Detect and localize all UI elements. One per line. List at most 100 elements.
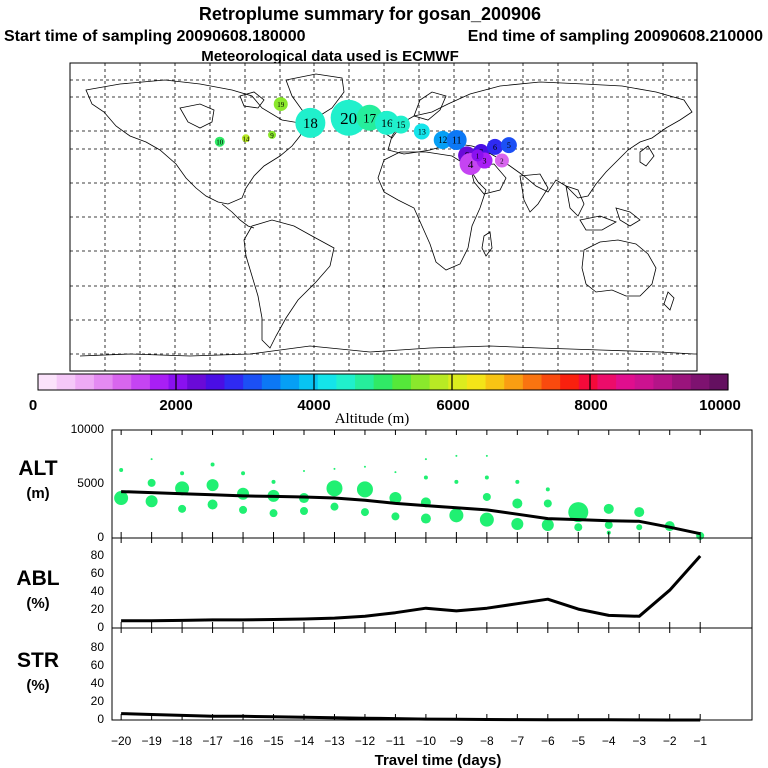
colorbar-tick-6000: 6000 xyxy=(436,397,469,414)
alt-panel: ALT (m) 0 5000 10000 xyxy=(18,422,753,544)
colorbar-cell xyxy=(522,374,543,390)
travel-time-axis: −20 −19 −18 −17 −16 −15 −14 −13 −12 −11 −10 −9 −8 −7 −… xyxy=(111,430,707,748)
map-cluster-9 xyxy=(268,130,277,139)
colorbar-tick-10000: 10000 xyxy=(699,397,741,414)
x-tick-label: −3 xyxy=(632,734,646,748)
colorbar-cell xyxy=(336,374,356,390)
x-tick-label: −5 xyxy=(571,734,585,748)
map-trajectory-clusters: 1918201716151391410121187654321 xyxy=(214,97,517,175)
str-tick-80: 80 xyxy=(91,640,105,654)
map-cluster-6 xyxy=(486,138,503,155)
colorbar-cell xyxy=(448,374,468,390)
x-tick-label: −14 xyxy=(294,734,315,748)
map-cluster-label-3: 3 xyxy=(483,157,487,166)
colorbar-cell xyxy=(131,374,151,390)
abl-tick-0: 0 xyxy=(97,620,104,634)
alt-cluster-point xyxy=(634,507,645,518)
x-tick-label: −19 xyxy=(141,734,162,748)
colorbar-tick-4000: 4000 xyxy=(297,397,330,414)
alt-cluster-point xyxy=(515,479,520,484)
str-tick-40: 40 xyxy=(91,676,105,690)
x-tick-label: −12 xyxy=(355,734,376,748)
colorbar-tick-8000: 8000 xyxy=(574,397,607,414)
world-map: 1918201716151391410121187654321 xyxy=(69,62,698,372)
colorbar-cell xyxy=(224,374,244,390)
colorbar-cell xyxy=(634,374,655,390)
str-tick-20: 20 xyxy=(91,694,105,708)
x-tick-label: −11 xyxy=(386,734,406,748)
map-cluster-15 xyxy=(391,115,410,134)
colorbar-cell xyxy=(653,374,673,390)
colorbar-cell xyxy=(560,374,580,390)
abl-panel: ABL (%) 0 20 40 60 80 xyxy=(16,537,753,634)
map-cluster-label-4: 4 xyxy=(468,159,474,171)
map-cluster-2 xyxy=(494,153,509,168)
alt-tick-5000: 5000 xyxy=(77,476,104,490)
alt-cluster-point xyxy=(303,470,305,473)
alt-panel-label: ALT xyxy=(18,457,57,480)
alt-series-line xyxy=(121,490,701,536)
str-panel: STR (%) 0 20 40 60 80 xyxy=(17,627,753,726)
x-tick-label: −10 xyxy=(416,734,437,748)
alt-cluster-point xyxy=(363,465,366,468)
map-cluster-label-19: 19 xyxy=(277,101,285,109)
map-cluster-19 xyxy=(273,97,288,112)
map-cluster-label-13: 13 xyxy=(418,127,426,136)
colorbar-cell xyxy=(672,374,692,390)
map-cluster-label-18: 18 xyxy=(303,116,318,132)
colorbar-cell xyxy=(616,374,636,390)
alt-cluster-point xyxy=(604,521,613,530)
alt-tick-10000: 10000 xyxy=(71,422,105,436)
map-cluster-label-2: 2 xyxy=(500,158,504,166)
colorbar-cell xyxy=(597,374,617,390)
str-series-line xyxy=(121,712,701,722)
map-cluster-label-9: 9 xyxy=(270,132,274,140)
str-tick-0: 0 xyxy=(97,712,104,726)
map-cluster-label-12: 12 xyxy=(438,135,447,145)
abl-tick-60: 60 xyxy=(91,566,105,580)
x-tick-label: −18 xyxy=(172,734,193,748)
alt-cluster-point xyxy=(207,499,218,510)
colorbar-cell xyxy=(541,374,561,390)
alt-cluster-point xyxy=(545,487,550,492)
alt-cluster-point xyxy=(484,475,489,480)
x-tick-label: −16 xyxy=(233,734,254,748)
alt-cluster-point xyxy=(454,479,459,484)
alt-cluster-point xyxy=(568,502,589,523)
alt-cluster-point xyxy=(543,499,552,508)
alt-cluster-point xyxy=(269,509,278,518)
map-cluster-label-11: 11 xyxy=(452,136,462,147)
alt-cluster-point xyxy=(636,524,643,531)
alt-cluster-point xyxy=(330,502,339,511)
colorbar-frame xyxy=(37,373,729,391)
colorbar-cell xyxy=(261,374,282,390)
colorbar-cell xyxy=(429,374,449,390)
alt-cluster-point xyxy=(391,512,400,521)
colorbar-cell xyxy=(112,374,132,390)
str-panel-unit: (%) xyxy=(26,677,49,694)
map-cluster-16 xyxy=(374,110,399,135)
x-tick-label: −7 xyxy=(510,734,524,748)
colorbar-cell xyxy=(187,374,207,390)
map-cluster-label-14: 14 xyxy=(242,135,250,143)
alt-cluster-point xyxy=(356,481,373,498)
colorbar-tick-2000: 2000 xyxy=(159,397,192,414)
colorbar-cell xyxy=(243,374,263,390)
colorbar-cell xyxy=(410,374,431,390)
colorbar-cell xyxy=(56,374,76,390)
abl-tick-80: 80 xyxy=(91,548,105,562)
alt-cluster-point xyxy=(241,471,246,476)
colorbar-tick-0: 0 xyxy=(29,397,37,414)
colorbar-cell xyxy=(299,374,319,390)
alt-cluster-point xyxy=(420,513,431,524)
met-data-label: Meteorological data used is ECMWF xyxy=(201,48,459,65)
map-cluster-label-10: 10 xyxy=(216,139,224,147)
alt-cluster-point xyxy=(239,505,248,514)
alt-cluster-point xyxy=(485,454,488,457)
str-tick-60: 60 xyxy=(91,658,105,672)
alt-cluster-point xyxy=(449,508,464,523)
alt-cluster-point xyxy=(389,492,402,505)
map-cluster-label-5: 5 xyxy=(507,141,511,150)
alt-cluster-point xyxy=(479,512,494,527)
